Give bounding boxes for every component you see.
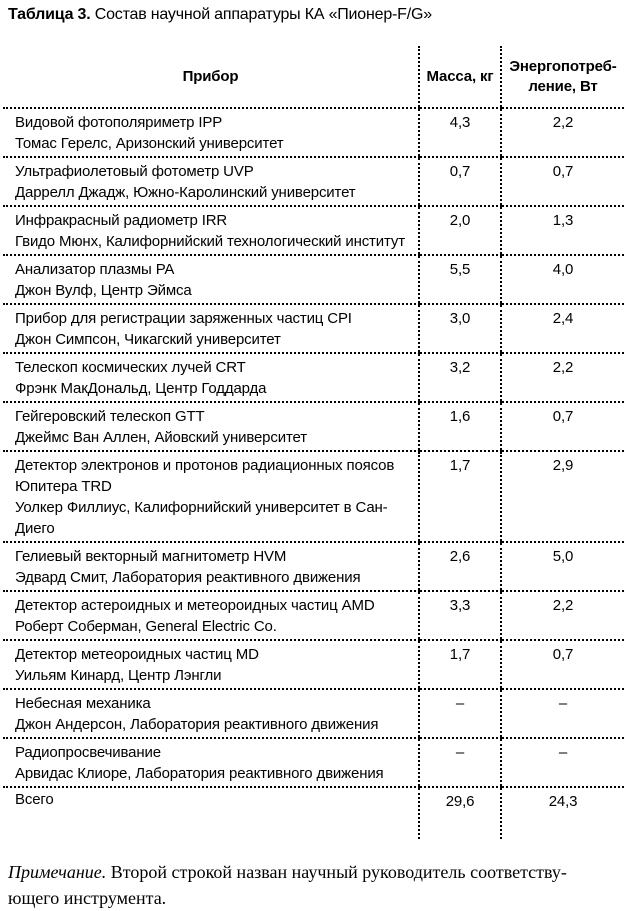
- principal-investigator: Джеймс Ван Аллен, Айовский университет: [15, 429, 307, 446]
- principal-investigator: Эдвард Смит, Лаборатория реактивного дви…: [15, 569, 361, 586]
- principal-investigator: Арвидас Клиоре, Лаборатория реактивного …: [15, 765, 384, 782]
- power-value: 4,0: [500, 255, 624, 305]
- power-value: 0,7: [500, 157, 624, 207]
- instrument-name: Видовой фотополяриметр IPP: [15, 114, 223, 131]
- table-caption-label: Таблица 3.: [8, 6, 91, 23]
- footnote-line-2: ющего инструмента.: [8, 888, 167, 908]
- power-value: 1,3: [500, 206, 624, 256]
- table-row: Анализатор плазмы PA Джон Вулф, Центр Эй…: [3, 255, 624, 305]
- power-value: 2,2: [500, 353, 624, 403]
- power-value: 0,7: [500, 402, 624, 452]
- instrument-name: Телескоп космических лучей CRT: [15, 359, 246, 376]
- instrument-name: Ультрафиолетовый фотометр UVP: [15, 163, 254, 180]
- mass-value: 3,2: [418, 353, 501, 403]
- power-value: 2,2: [500, 108, 624, 158]
- instrument-name: Гейгеровский телескоп GTT: [15, 408, 205, 425]
- mass-value: 1,6: [418, 402, 501, 452]
- mass-value: 3,3: [418, 591, 501, 641]
- table-total-row: Всего 29,6 24,3: [3, 787, 624, 839]
- power-value: 5,0: [500, 542, 624, 592]
- power-value: 2,9: [500, 451, 624, 543]
- table-row: Прибор для регистрации заряженных частиц…: [3, 304, 624, 354]
- principal-investigator: Томас Герелс, Аризонский университет: [15, 135, 284, 152]
- footnote-line-1: Примечание. Второй строкой назван научны…: [8, 859, 627, 885]
- total-label: Всего: [15, 791, 54, 808]
- total-power-value: 24,3: [500, 787, 624, 839]
- instrument-name: Детектор электронов и протонов радиацион…: [15, 457, 395, 495]
- table-row: Небесная механика Джон Андерсон, Лаборат…: [3, 689, 624, 739]
- table-row: Ультрафиолетовый фотометр UVP Даррелл Дж…: [3, 157, 624, 207]
- principal-investigator: Роберт Соберман, General Electric Co.: [15, 618, 277, 635]
- instrument-name: Гелиевый векторный магнитометр HVM: [15, 548, 287, 565]
- principal-investigator: Уильям Кинард, Центр Лэнгли: [15, 667, 222, 684]
- footnote-line-1-text: Второй строкой назван научный руководите…: [106, 862, 567, 882]
- principal-investigator: Джон Андерсон, Лаборатория реактивного д…: [15, 716, 379, 733]
- table-caption-text: Состав научной аппаратуры КА «Пионер-F/G…: [90, 6, 432, 23]
- power-value: –: [500, 689, 624, 739]
- table-row: Видовой фотополяриметр IPP Томас Герелс,…: [3, 108, 624, 158]
- principal-investigator: Гвидо Мюнх, Калифорнийский технологическ…: [15, 233, 405, 250]
- header-instrument: Прибор: [3, 46, 419, 109]
- power-value: 0,7: [500, 640, 624, 690]
- table-row: Инфракрасный радиометр IRR Гвидо Мюнх, К…: [3, 206, 624, 256]
- table-row: Гейгеровский телескоп GTT Джеймс Ван Алл…: [3, 402, 624, 452]
- table-row: Гелиевый векторный магнитометр HVM Эдвар…: [3, 542, 624, 592]
- power-value: 2,2: [500, 591, 624, 641]
- principal-investigator: Даррелл Джадж, Южно-Каролинский универси…: [15, 184, 356, 201]
- instrument-name: Детектор астероидных и метеороидных част…: [15, 597, 375, 614]
- footnote: Примечание. Второй строкой назван научны…: [8, 859, 627, 911]
- instrument-name: Небесная механика: [15, 695, 151, 712]
- mass-value: 1,7: [418, 640, 501, 690]
- table-row: Детектор электронов и протонов радиацион…: [3, 451, 624, 543]
- power-value: –: [500, 738, 624, 788]
- table-header-row: Прибор Масса, кг Энергопотреб- ление, Вт: [3, 46, 624, 109]
- instruments-table: Прибор Масса, кг Энергопотреб- ление, Вт…: [3, 46, 624, 839]
- mass-value: 2,6: [418, 542, 501, 592]
- mass-value: 3,0: [418, 304, 501, 354]
- header-mass: Масса, кг: [418, 46, 501, 109]
- mass-value: 4,3: [418, 108, 501, 158]
- instrument-name: Детектор метеороидных частиц MD: [15, 646, 259, 663]
- table-row: Радиопросвечивание Арвидас Клиоре, Лабор…: [3, 738, 624, 788]
- principal-investigator: Фрэнк МакДональд, Центр Годдарда: [15, 380, 267, 397]
- header-power: Энергопотреб- ление, Вт: [500, 46, 624, 109]
- table-body: Видовой фотополяриметр IPP Томас Герелс,…: [3, 108, 624, 788]
- instrument-name: Прибор для регистрации заряженных частиц…: [15, 310, 352, 327]
- table-row: Детектор метеороидных частиц MD Уильям К…: [3, 640, 624, 690]
- mass-value: –: [418, 738, 501, 788]
- mass-value: 5,5: [418, 255, 501, 305]
- mass-value: 0,7: [418, 157, 501, 207]
- principal-investigator: Джон Симпсон, Чикагский университет: [15, 331, 281, 348]
- table-caption: Таблица 3. Состав научной аппаратуры КА …: [8, 5, 627, 25]
- instrument-name: Анализатор плазмы PA: [15, 261, 175, 278]
- principal-investigator: Уолкер Филлиус, Калифорнийский университ…: [15, 499, 388, 537]
- mass-value: –: [418, 689, 501, 739]
- instrument-name: Радиопросвечивание: [15, 744, 161, 761]
- footnote-lead: Примечание.: [8, 862, 107, 882]
- power-value: 2,4: [500, 304, 624, 354]
- total-mass-value: 29,6: [418, 787, 501, 839]
- table-row: Телескоп космических лучей CRT Фрэнк Мак…: [3, 353, 624, 403]
- principal-investigator: Джон Вулф, Центр Эймса: [15, 282, 192, 299]
- mass-value: 1,7: [418, 451, 501, 543]
- mass-value: 2,0: [418, 206, 501, 256]
- table-row: Детектор астероидных и метеороидных част…: [3, 591, 624, 641]
- instrument-name: Инфракрасный радиометр IRR: [15, 212, 228, 229]
